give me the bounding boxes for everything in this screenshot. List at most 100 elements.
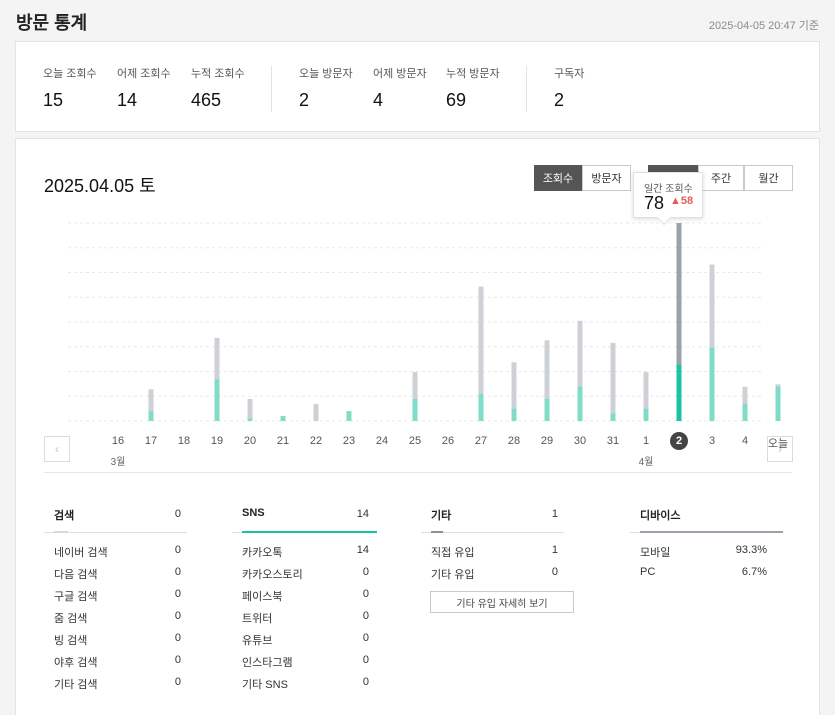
section-title: 기타 <box>431 510 452 522</box>
stat-label: 누적 방문자 <box>446 68 500 80</box>
x-tick-label[interactable]: 17 <box>144 435 158 447</box>
toggle-weekly[interactable]: 주간 <box>698 165 744 191</box>
item-label: 줌 검색 <box>54 613 88 625</box>
x-tick-label[interactable]: 3 <box>708 435 716 447</box>
item-value: 0 <box>174 566 181 578</box>
x-tick-label[interactable]: 21 <box>276 435 290 447</box>
list-item: 인스타그램 0 <box>232 649 375 671</box>
list-item: 트위터 0 <box>232 605 375 627</box>
stat-yesterday-views: 어제 조회수 14 <box>117 65 171 111</box>
sns-referrer-section: SNS 14 카카오톡 14 카카오스토리 0 페이스북 0 트위터 0 유튜브 0 인스… <box>232 507 377 693</box>
bar-views-17[interactable] <box>148 389 154 421</box>
list-item: 페이스북 0 <box>232 583 375 605</box>
section-title: 검색 <box>54 510 75 522</box>
stat-value: 465 <box>191 90 222 110</box>
chart-date-title: 2025.04.05 토 <box>44 176 156 196</box>
bar-visitors-23[interactable] <box>346 411 352 421</box>
bar-visitors-28[interactable] <box>511 408 517 421</box>
item-label: 유튜브 <box>242 635 273 647</box>
bar-visitors-1[interactable] <box>643 408 649 421</box>
bar-visitors-31[interactable] <box>610 413 616 421</box>
stats-divider <box>526 66 527 112</box>
x-tick-label[interactable]: 20 <box>243 435 257 447</box>
section-title: SNS <box>242 507 265 519</box>
toggle-views[interactable]: 조회수 <box>534 165 582 191</box>
bar-visitors-17[interactable] <box>148 411 154 421</box>
bar-visitors-29[interactable] <box>544 399 550 421</box>
list-item: 줌 검색 0 <box>44 605 187 627</box>
list-item: 모바일 93.3% <box>630 539 773 561</box>
device-section: 디바이스 모바일 93.3% PC 6.7% <box>630 507 783 583</box>
x-tick-label[interactable]: 22 <box>309 435 323 447</box>
list-item: 빙 검색 0 <box>44 627 187 649</box>
item-label: 페이스북 <box>242 591 283 603</box>
bar-visitors-2[interactable] <box>676 364 682 421</box>
bar-visitors-오늘[interactable] <box>775 386 781 421</box>
bar-visitors-19[interactable] <box>214 379 220 421</box>
item-label: 카카오스토리 <box>242 569 303 581</box>
bar-views-27[interactable] <box>478 286 484 421</box>
x-tick-label[interactable]: 23 <box>342 435 356 447</box>
x-tick-label[interactable]: 27 <box>474 435 488 447</box>
x-tick-label[interactable]: 4 <box>741 435 749 447</box>
bar-visitors-27[interactable] <box>478 394 484 421</box>
item-value: 0 <box>362 654 369 666</box>
item-value: 0 <box>174 632 181 644</box>
item-label: 기타 SNS <box>242 679 288 691</box>
x-tick-label[interactable]: 31 <box>606 435 620 447</box>
bar-visitors-25[interactable] <box>412 399 418 421</box>
item-label: 빙 검색 <box>54 635 88 647</box>
bar-visitors-21[interactable] <box>280 416 286 421</box>
chart-next-button[interactable]: › <box>767 436 793 462</box>
bar-views-20[interactable] <box>247 399 253 421</box>
x-tick-label[interactable]: 28 <box>507 435 521 447</box>
chart-prev-button[interactable]: ‹ <box>44 436 70 462</box>
list-item: 다음 검색 0 <box>44 561 187 583</box>
page-header: 방문 통계 2025-04-05 20:47 기준 <box>0 0 835 40</box>
item-value: 0 <box>174 654 181 666</box>
stat-label: 어제 조회수 <box>117 68 171 80</box>
bar-views-22[interactable] <box>313 403 319 421</box>
bar-views-31[interactable] <box>610 342 616 421</box>
search-referrer-section: 검색 0 네이버 검색 0 다음 검색 0 구글 검색 0 줌 검색 0 빙 검색 0 야… <box>44 507 187 693</box>
stat-subscribers: 구독자 2 <box>554 65 584 111</box>
bar-visitors-4[interactable] <box>742 403 748 421</box>
stat-value: 4 <box>373 90 384 110</box>
x-tick-label[interactable]: 24 <box>375 435 389 447</box>
x-tick-label[interactable]: 30 <box>573 435 587 447</box>
toggle-visitors[interactable]: 방문자 <box>582 165 631 191</box>
chevron-right-icon: › <box>778 442 782 456</box>
x-tick-label[interactable]: 26 <box>441 435 455 447</box>
item-label: 카카오톡 <box>242 547 283 559</box>
section-header: 검색 0 <box>44 507 187 533</box>
x-tick-label[interactable]: 19 <box>210 435 224 447</box>
x-tick-label[interactable]: 25 <box>408 435 422 447</box>
bar-views-1[interactable] <box>643 372 649 421</box>
x-tick-label[interactable]: 16 <box>111 435 125 447</box>
bar-views-28[interactable] <box>511 362 517 421</box>
item-value: 0 <box>174 544 181 556</box>
x-tick-label[interactable]: 1 <box>642 435 650 447</box>
stat-label: 누적 조회수 <box>191 68 245 80</box>
toggle-monthly[interactable]: 월간 <box>744 165 793 191</box>
bar-visitors-30[interactable] <box>577 386 583 421</box>
section-bar <box>242 531 377 533</box>
bar-visitors-20[interactable] <box>247 418 253 421</box>
x-tick-label[interactable]: 오늘 <box>767 438 789 450</box>
stat-today-views: 오늘 조회수 15 <box>43 65 97 111</box>
item-value: 14 <box>356 544 369 556</box>
bar-views-3[interactable] <box>709 264 715 421</box>
x-tick-label[interactable]: 18 <box>177 435 191 447</box>
other-referrer-detail-button[interactable]: 기타 유입 자세히 보기 <box>430 591 574 613</box>
bar-views-25[interactable] <box>412 372 418 421</box>
list-item: PC 6.7% <box>630 561 773 583</box>
tooltip-label: 일간 조회수 <box>644 184 693 195</box>
x-tick-label[interactable]: 2 <box>670 432 688 450</box>
bar-views-2[interactable] <box>676 223 682 421</box>
item-value: 0 <box>551 566 558 578</box>
bar-visitors-3[interactable] <box>709 347 715 421</box>
bar-views-30[interactable] <box>577 320 583 421</box>
bar-views-29[interactable] <box>544 340 550 421</box>
x-tick-label[interactable]: 29 <box>540 435 554 447</box>
stat-yesterday-visitors: 어제 방문자 4 <box>373 65 427 111</box>
